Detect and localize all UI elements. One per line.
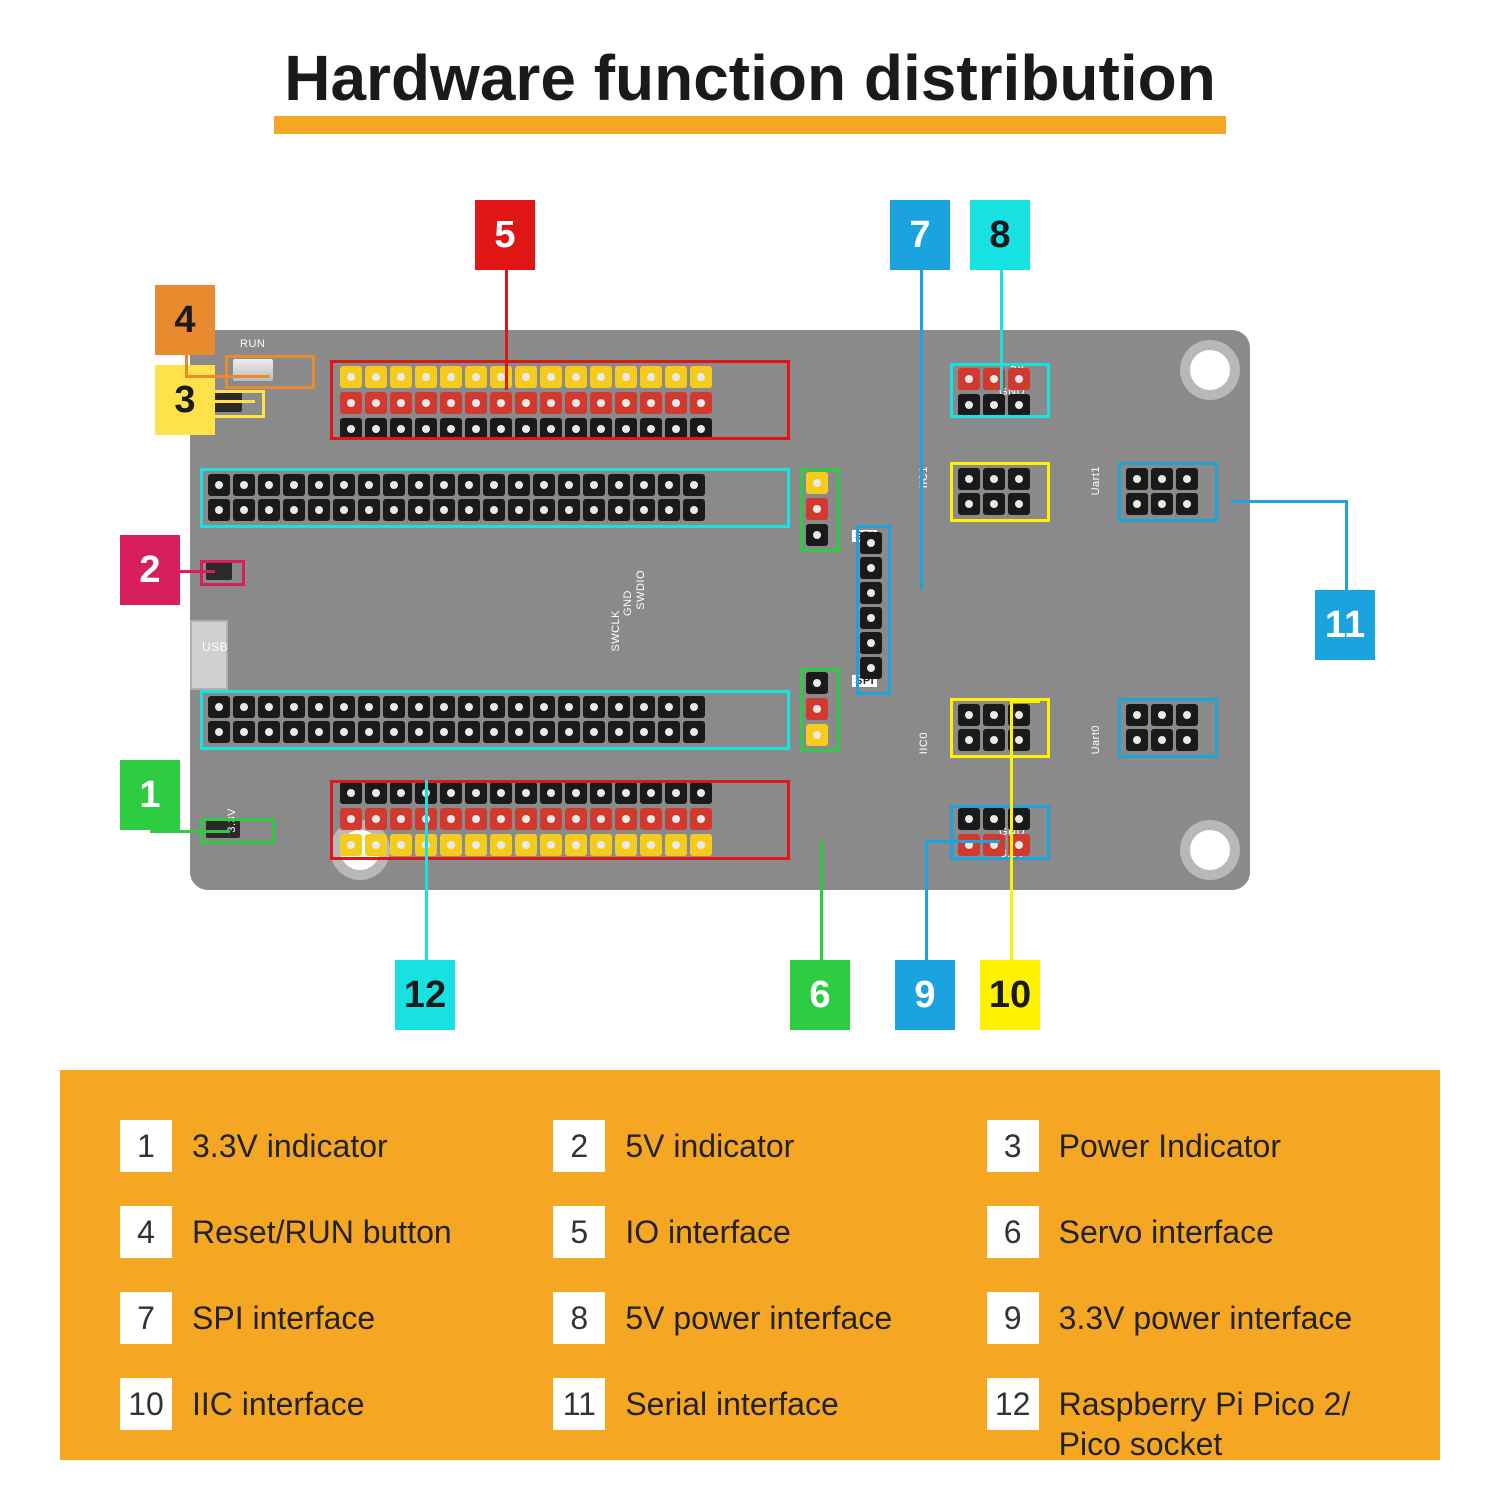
callout-11: 11	[1315, 590, 1375, 660]
lead-line	[925, 840, 1000, 843]
lead-line	[920, 235, 923, 590]
io-interface-top-region	[330, 360, 790, 440]
5v-indicator-region	[200, 560, 245, 586]
serial-2-region	[1118, 698, 1218, 758]
legend-item-2: 2 5V indicator	[553, 1120, 946, 1172]
lead-line	[1010, 700, 1040, 703]
legend-number: 9	[987, 1292, 1039, 1344]
legend-text: Power Indicator	[1059, 1120, 1281, 1166]
servo-bottom-region	[800, 668, 840, 752]
legend-number: 10	[120, 1378, 172, 1430]
spi-interface-region	[856, 525, 891, 695]
pico-socket-bottom-region	[200, 690, 790, 750]
gnd-label-mid: GND	[622, 590, 634, 616]
legend-text: 5V power interface	[625, 1292, 892, 1338]
servo-top-region	[800, 468, 840, 552]
serial-1-region	[1118, 462, 1218, 522]
lead-line	[185, 375, 270, 378]
usb-port-icon	[190, 620, 228, 690]
legend-text: Reset/RUN button	[192, 1206, 452, 1252]
legend-item-6: 6 Servo interface	[987, 1206, 1380, 1258]
legend-number: 5	[553, 1206, 605, 1258]
callout-7: 7	[890, 200, 950, 270]
legend-text: SPI interface	[192, 1292, 375, 1338]
legend-panel: 1 3.3V indicator 2 5V indicator 3 Power Indic…	[60, 1070, 1440, 1460]
legend-text: Serial interface	[625, 1378, 838, 1424]
page-title-wrap: Hardware function distribution	[0, 45, 1500, 134]
usb-label: USB	[202, 640, 228, 654]
3v3-power-region	[950, 805, 1050, 860]
board-diagram: USB RUN 3.3V 5V GND GND 3.3V IIC1 IIC0 U…	[100, 200, 1400, 1030]
iic-interface-2-region	[950, 698, 1050, 758]
iic0-label: IIC0	[918, 732, 930, 754]
legend-text: Raspberry Pi Pico 2/ Pico socket	[1059, 1378, 1351, 1464]
lead-line	[1230, 500, 1345, 503]
legend-text: 3.3V power interface	[1059, 1292, 1353, 1338]
legend-text: IO interface	[625, 1206, 790, 1252]
legend-text: IIC interface	[192, 1378, 365, 1424]
legend-item-5: 5 IO interface	[553, 1206, 946, 1258]
legend-number: 6	[987, 1206, 1039, 1258]
legend-item-7: 7 SPI interface	[120, 1292, 513, 1344]
reset-button-region	[225, 355, 315, 389]
legend-item-12: 12 Raspberry Pi Pico 2/ Pico socket	[987, 1378, 1380, 1464]
legend-text: Servo interface	[1059, 1206, 1274, 1252]
lead-line	[150, 830, 230, 833]
mount-hole-icon	[1190, 350, 1230, 390]
callout-9: 9	[895, 960, 955, 1030]
callout-8: 8	[970, 200, 1030, 270]
power-indicator-region	[210, 390, 265, 418]
page-title: Hardware function distribution	[274, 45, 1226, 134]
run-label: RUN	[240, 338, 265, 350]
callout-5: 5	[475, 200, 535, 270]
legend-text: 3.3V indicator	[192, 1120, 388, 1166]
legend-number: 12	[987, 1378, 1039, 1430]
callout-6: 6	[790, 960, 850, 1030]
legend-item-8: 8 5V power interface	[553, 1292, 946, 1344]
mount-hole-icon	[1190, 830, 1230, 870]
legend-text: 5V indicator	[625, 1120, 794, 1166]
iic-interface-1-region	[950, 462, 1050, 522]
legend-number: 1	[120, 1120, 172, 1172]
swdio-label: SWDIO	[635, 570, 647, 610]
callout-10: 10	[980, 960, 1040, 1030]
legend-item-1: 1 3.3V indicator	[120, 1120, 513, 1172]
pico-socket-top-region	[200, 468, 790, 528]
callout-4: 4	[155, 285, 215, 355]
legend-number: 2	[553, 1120, 605, 1172]
legend-item-9: 9 3.3V power interface	[987, 1292, 1380, 1344]
legend-item-11: 11 Serial interface	[553, 1378, 946, 1464]
legend-number: 4	[120, 1206, 172, 1258]
legend-item-4: 4 Reset/RUN button	[120, 1206, 513, 1258]
lead-line	[1010, 700, 1013, 995]
uart1-label: Uart1	[1090, 466, 1102, 495]
legend-number: 7	[120, 1292, 172, 1344]
callout-12: 12	[395, 960, 455, 1030]
callout-2: 2	[120, 535, 180, 605]
legend-item-10: 10 IIC interface	[120, 1378, 513, 1464]
swclk-label: SWCLK	[610, 610, 622, 652]
uart0-label: Uart0	[1090, 725, 1102, 754]
callout-1: 1	[120, 760, 180, 830]
legend-item-3: 3 Power Indicator	[987, 1120, 1380, 1172]
legend-number: 11	[553, 1378, 605, 1430]
legend-number: 8	[553, 1292, 605, 1344]
legend-number: 3	[987, 1120, 1039, 1172]
io-interface-bottom-region	[330, 780, 790, 860]
